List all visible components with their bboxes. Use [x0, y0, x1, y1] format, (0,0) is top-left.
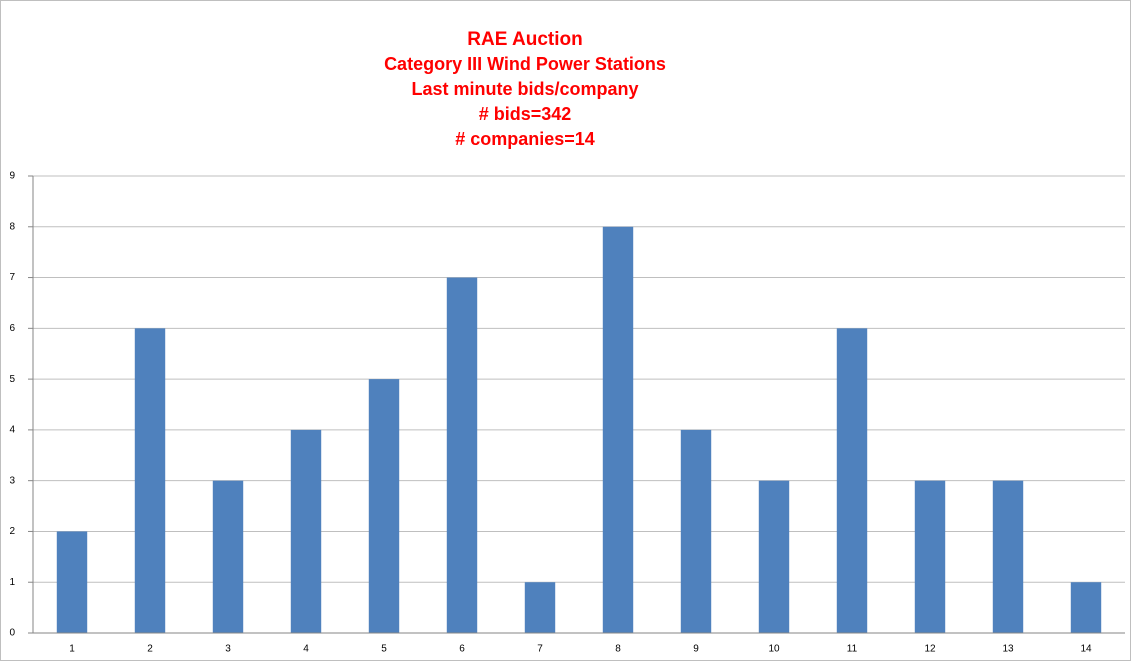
bar [290, 429, 322, 633]
y-tick-label: 1 [9, 577, 15, 588]
y-tick-label: 9 [9, 171, 15, 182]
x-tick-label: 4 [303, 644, 309, 655]
chart-subtitle: # bids=342 [479, 104, 572, 124]
x-tick-label: 14 [1080, 644, 1092, 655]
bar [56, 531, 88, 633]
chart-subtitle: # companies=14 [455, 129, 595, 149]
bar [758, 480, 790, 633]
bar [368, 379, 400, 633]
bar [134, 328, 166, 633]
chart-subtitle: Category III Wind Power Stations [384, 54, 666, 74]
x-tick-label: 9 [693, 644, 699, 655]
y-tick-label: 2 [9, 526, 15, 537]
bar [602, 226, 634, 633]
y-tick-label: 7 [9, 272, 15, 283]
bar [446, 277, 478, 633]
y-tick-label: 3 [9, 475, 15, 486]
chart-title: RAE Auction [467, 29, 582, 50]
x-tick-label: 10 [768, 644, 780, 655]
bar [836, 328, 868, 633]
x-tick-label: 1 [69, 644, 75, 655]
y-tick-label: 8 [9, 221, 15, 232]
bar [914, 480, 946, 633]
x-tick-label: 5 [381, 644, 387, 655]
x-tick-label: 7 [537, 644, 543, 655]
y-tick-label: 0 [9, 628, 15, 639]
x-tick-label: 6 [459, 644, 465, 655]
x-tick-label: 13 [1002, 644, 1014, 655]
x-tick-label: 3 [225, 644, 231, 655]
bar [524, 582, 556, 633]
y-tick-label: 6 [9, 323, 15, 334]
bar [680, 429, 712, 633]
bar [212, 480, 244, 633]
x-tick-label: 8 [615, 644, 621, 655]
x-tick-label: 12 [924, 644, 936, 655]
bar [992, 480, 1024, 633]
bar [1070, 582, 1102, 633]
chart-subtitle: Last minute bids/company [411, 79, 638, 99]
x-tick-label: 2 [147, 644, 153, 655]
y-tick-label: 4 [9, 425, 15, 436]
y-tick-label: 5 [9, 374, 15, 385]
x-tick-label: 11 [847, 644, 858, 655]
